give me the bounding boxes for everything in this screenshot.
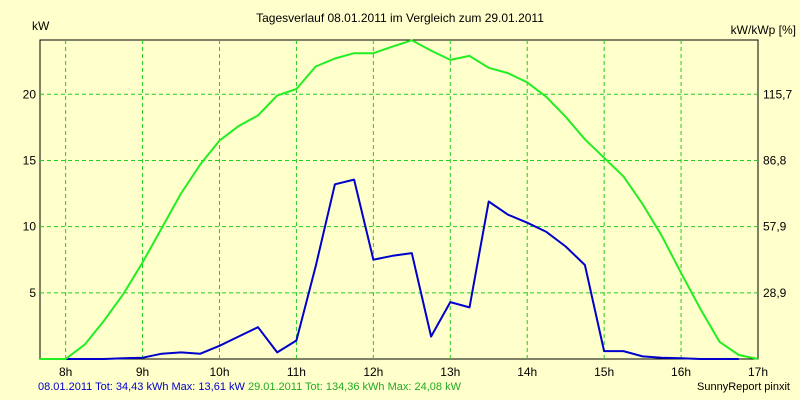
x-tick-label: 17h (748, 365, 768, 379)
left-axis-unit: kW (32, 19, 50, 33)
x-tick-label: 16h (671, 365, 691, 379)
x-tick-label: 15h (594, 365, 614, 379)
x-tick-label: 12h (363, 365, 383, 379)
x-tick-label: 11h (287, 365, 306, 379)
y-right-tick-label: 86,8 (763, 153, 787, 167)
right-axis-unit: kW/kWp [%] (731, 23, 796, 37)
series-lines (40, 39, 759, 360)
chart-title: Tagesverlauf 08.01.2011 im Vergleich zum… (256, 11, 544, 25)
plot-area (39, 39, 759, 360)
series-29-01-stats: 29.01.2011 Tot: 134,36 kWh Max: 24,08 kW (247, 381, 461, 393)
y-left-tick-label: 10 (23, 220, 37, 234)
y-left-tick-label: 5 (29, 286, 36, 300)
x-tick-label: 13h (440, 365, 460, 379)
credit-text: SunnyReport pinxit (697, 381, 790, 393)
axis-ticks: 8h 9h 10h 11h 12h 13h 14h 15h 16h 17h 5 10 15 20 28,9 5… (23, 87, 793, 379)
series-line-29-01-2011 (40, 39, 759, 360)
y-right-tick-label: 28,9 (763, 286, 787, 300)
y-left-tick-label: 20 (23, 87, 37, 101)
x-tick-label: 9h (136, 365, 149, 379)
y-right-tick-label: 57,9 (763, 220, 787, 234)
series-08-01-stats: 08.01.2011 Tot: 34,43 kWh Max: 13,61 kW (38, 381, 245, 393)
footer-stats: 08.01.2011 Tot: 34,43 kWh Max: 13,61 kW … (38, 381, 461, 393)
y-right-tick-label: 115,7 (763, 87, 792, 101)
x-tick-label: 10h (209, 365, 229, 379)
series-line-08-01-2011 (40, 178, 739, 360)
y-left-tick-label: 15 (23, 153, 37, 167)
x-tick-label: 14h (517, 365, 537, 379)
x-tick-label: 8h (59, 365, 72, 379)
grid-lines (40, 40, 758, 359)
